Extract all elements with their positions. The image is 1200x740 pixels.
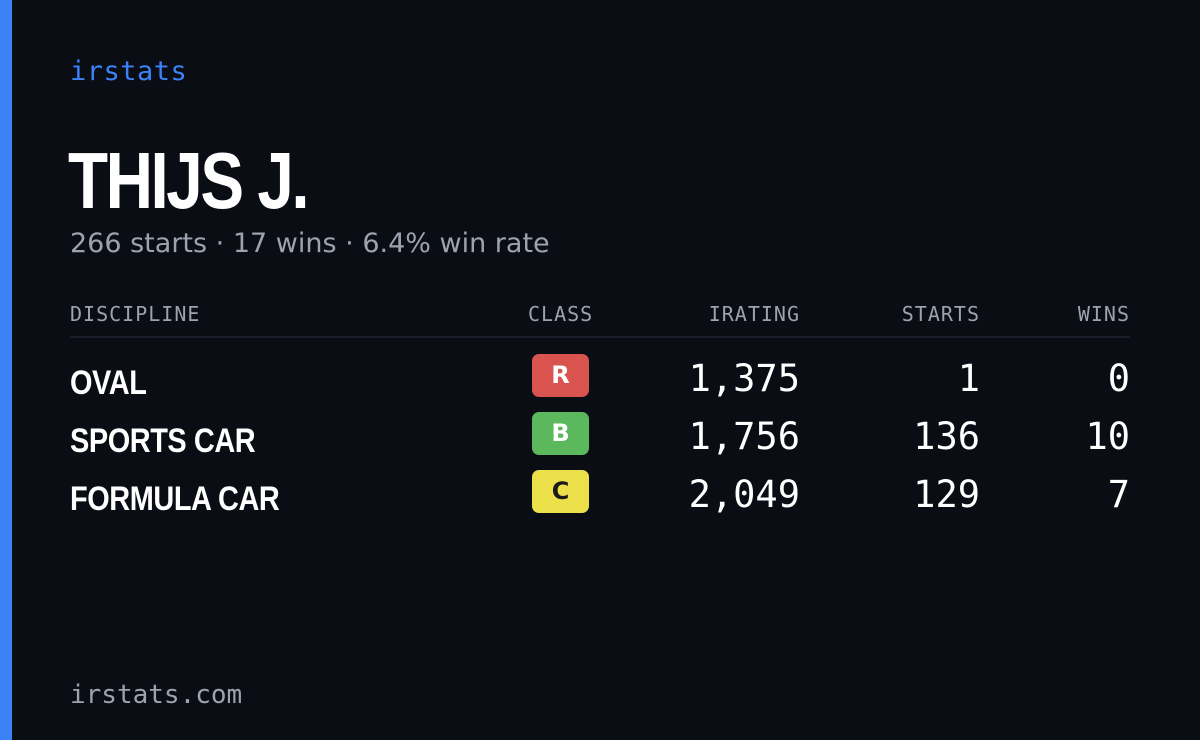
wins-summary: 17 wins [232,228,337,259]
wins-value: 0 [1107,357,1130,400]
driver-summary: 266 starts · 17 wins · 6.4% win rate [70,228,550,259]
summary-separator: · [215,228,225,259]
discipline-name: OVAL [70,364,147,402]
license-table: DISCIPLINE CLASS IRATING STARTS WINS OVA… [70,298,1130,528]
win-rate-summary: 6.4% win rate [362,228,550,259]
header-wins: WINS [1077,302,1130,326]
class-badge: R [532,354,589,397]
starts-value: 136 [913,415,980,458]
header-starts: STARTS [901,302,980,326]
table-row: FORMULA CAR C 2,049 129 7 [70,470,1130,528]
table-row: SPORTS CAR B 1,756 136 10 [70,412,1130,470]
accent-bar [0,0,12,740]
discipline-name: SPORTS CAR [70,422,256,460]
header-discipline: DISCIPLINE [70,302,201,326]
irating-value: 1,756 [688,415,800,458]
table-header: DISCIPLINE CLASS IRATING STARTS WINS [70,298,1130,338]
starts-value: 129 [913,473,980,516]
discipline-name: FORMULA CAR [70,480,280,518]
driver-name: THIJS J. [68,136,310,225]
table-row: OVAL R 1,375 1 0 [70,354,1130,412]
wins-value: 7 [1107,473,1130,516]
starts-value: 1 [957,357,980,400]
footer-url: irstats.com [70,680,243,710]
header-class: CLASS [528,302,594,326]
irating-value: 2,049 [688,473,800,516]
brand-logo: irstats [70,56,188,87]
starts-summary: 266 starts [70,228,208,259]
class-badge: B [532,412,589,455]
wins-value: 10 [1085,415,1130,458]
table-body: OVAL R 1,375 1 0 SPORTS CAR B 1,756 136 … [70,354,1130,528]
irating-value: 1,375 [688,357,800,400]
header-irating: IRATING [708,302,800,326]
summary-separator: · [345,228,354,259]
class-badge: C [532,470,589,513]
